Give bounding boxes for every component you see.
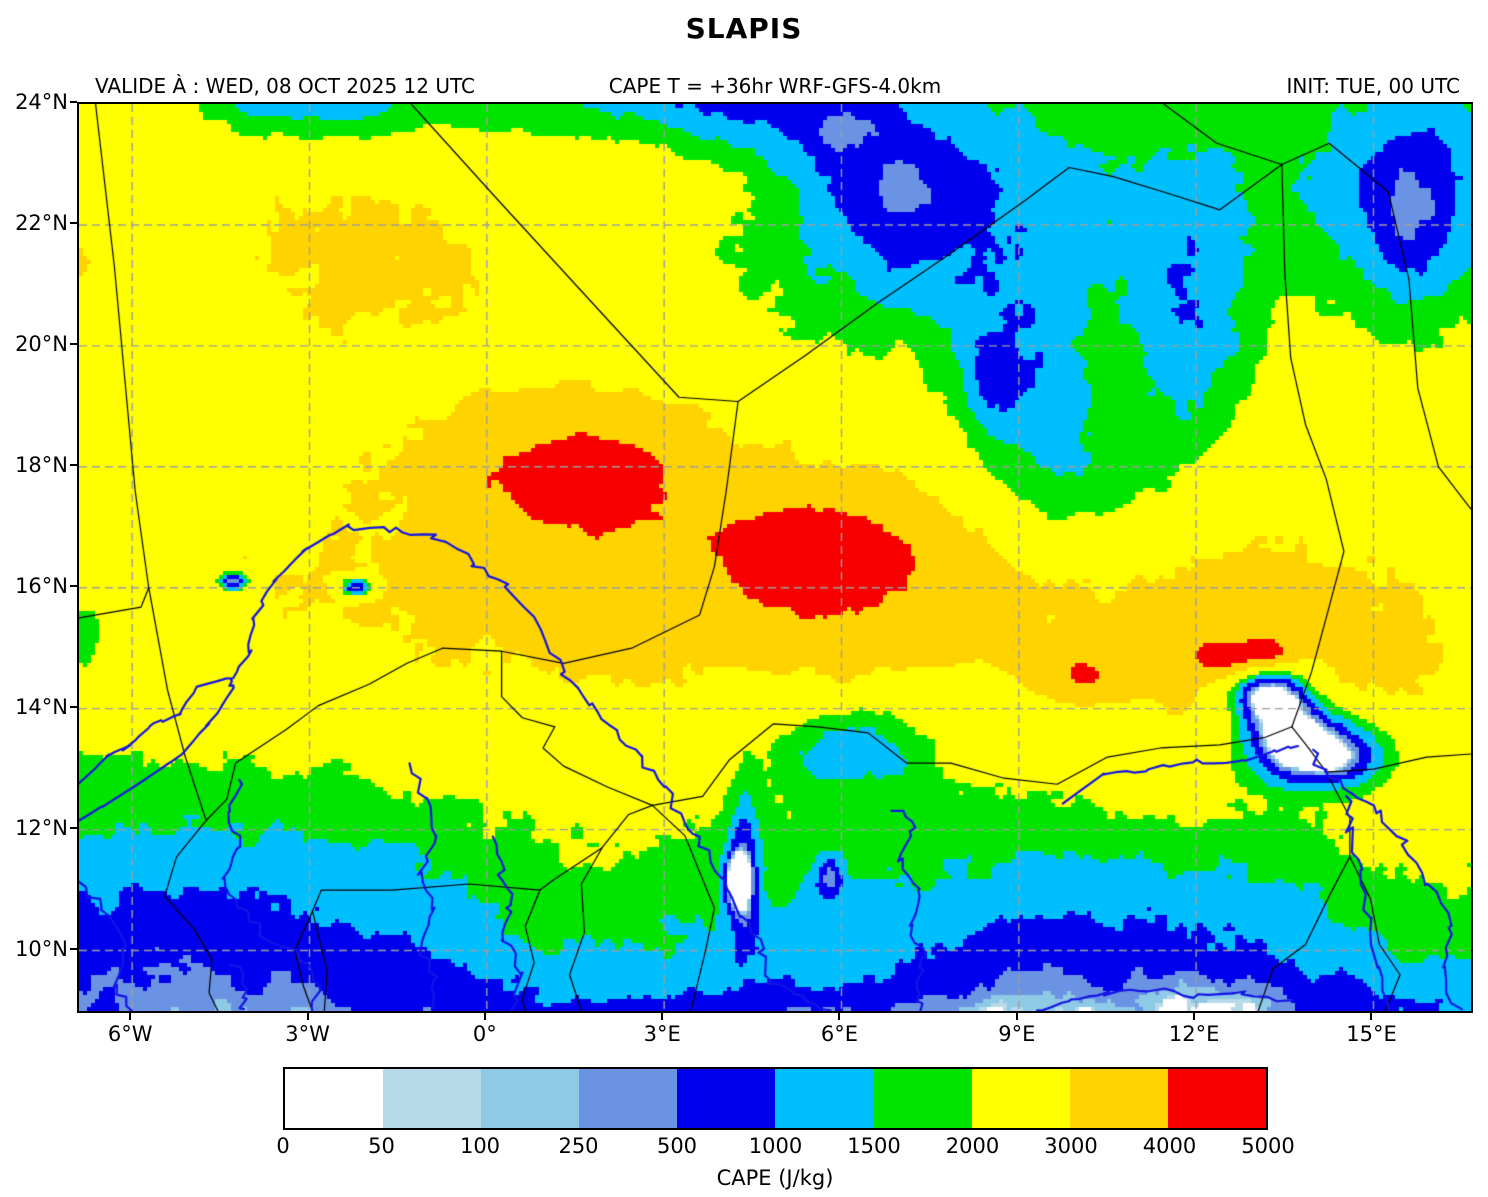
x-tick-label: 12°E — [1168, 1022, 1220, 1046]
colorbar-segment — [873, 1069, 972, 1128]
y-tick-label: 18°N — [15, 452, 68, 477]
x-tick-label: 3°E — [643, 1022, 681, 1046]
map-plot-area — [77, 102, 1473, 1013]
colorbar-segment — [677, 1069, 776, 1128]
y-tick-mark — [70, 221, 77, 224]
y-tick-mark — [70, 463, 77, 466]
x-tick-label: 6°W — [107, 1022, 153, 1046]
x-tick-label: 6°E — [820, 1022, 859, 1046]
colorbar-segment — [971, 1069, 1070, 1128]
y-tick-mark — [70, 705, 77, 708]
y-tick-label: 24°N — [15, 90, 68, 114]
y-tick-label: 12°N — [15, 815, 68, 840]
y-tick-mark — [70, 584, 77, 587]
colorbar-tick-label: 500 — [656, 1134, 698, 1158]
colorbar-tick-label: 2000 — [945, 1134, 1000, 1158]
colorbar-tick-label: 250 — [558, 1134, 599, 1158]
y-tick-label: 14°N — [15, 694, 68, 719]
y-tick-mark — [70, 826, 77, 829]
x-tick-label: 9°E — [998, 1022, 1036, 1046]
colorbar-segment — [579, 1069, 678, 1128]
x-tick-mark — [661, 1013, 664, 1020]
colorbar-label: CAPE (J/kg) — [716, 1166, 834, 1190]
y-tick-mark — [70, 101, 77, 103]
x-tick-mark — [1370, 1013, 1373, 1020]
init-time-label: INIT: TUE, 00 UTC — [1286, 74, 1460, 98]
colorbar-tick-label: 0 — [276, 1134, 290, 1158]
colorbar-segment — [775, 1069, 874, 1128]
page-title: SLAPIS — [685, 12, 803, 45]
valid-time-label: VALIDE À : WED, 08 OCT 2025 12 UTC — [95, 74, 475, 98]
y-tick-mark — [70, 947, 77, 950]
x-tick-label: 3°W — [285, 1022, 330, 1046]
colorbar-tick-label: 3000 — [1044, 1134, 1098, 1158]
x-tick-mark — [1193, 1013, 1196, 1020]
product-label: CAPE T = +36hr WRF-GFS-4.0km — [608, 74, 942, 98]
x-tick-mark — [483, 1013, 486, 1020]
x-tick-mark — [1015, 1013, 1018, 1020]
cape-colorbar — [283, 1067, 1268, 1130]
colorbar-segment — [1167, 1069, 1266, 1128]
y-tick-label: 20°N — [15, 331, 68, 356]
y-tick-label: 22°N — [15, 210, 68, 235]
colorbar-tick-label: 5000 — [1241, 1134, 1295, 1158]
colorbar-segment — [1069, 1069, 1168, 1128]
colorbar-tick-label: 1500 — [847, 1134, 901, 1158]
colorbar-segment — [285, 1069, 384, 1128]
x-tick-label: 15°E — [1346, 1022, 1397, 1046]
colorbar-segment — [481, 1069, 580, 1128]
y-tick-mark — [70, 342, 77, 345]
x-tick-mark — [129, 1013, 132, 1020]
colorbar-tick-label: 4000 — [1142, 1134, 1197, 1158]
y-tick-label: 10°N — [15, 936, 68, 961]
colorbar-tick-label: 100 — [459, 1134, 501, 1158]
cape-raster-map — [79, 104, 1471, 1011]
colorbar-tick-label: 50 — [368, 1134, 395, 1158]
x-tick-mark — [306, 1013, 309, 1020]
colorbar-tick-label: 1000 — [748, 1134, 803, 1158]
x-tick-mark — [838, 1013, 841, 1020]
y-tick-label: 16°N — [15, 573, 68, 598]
colorbar-segment — [383, 1069, 482, 1128]
x-tick-label: 0° — [472, 1022, 497, 1046]
